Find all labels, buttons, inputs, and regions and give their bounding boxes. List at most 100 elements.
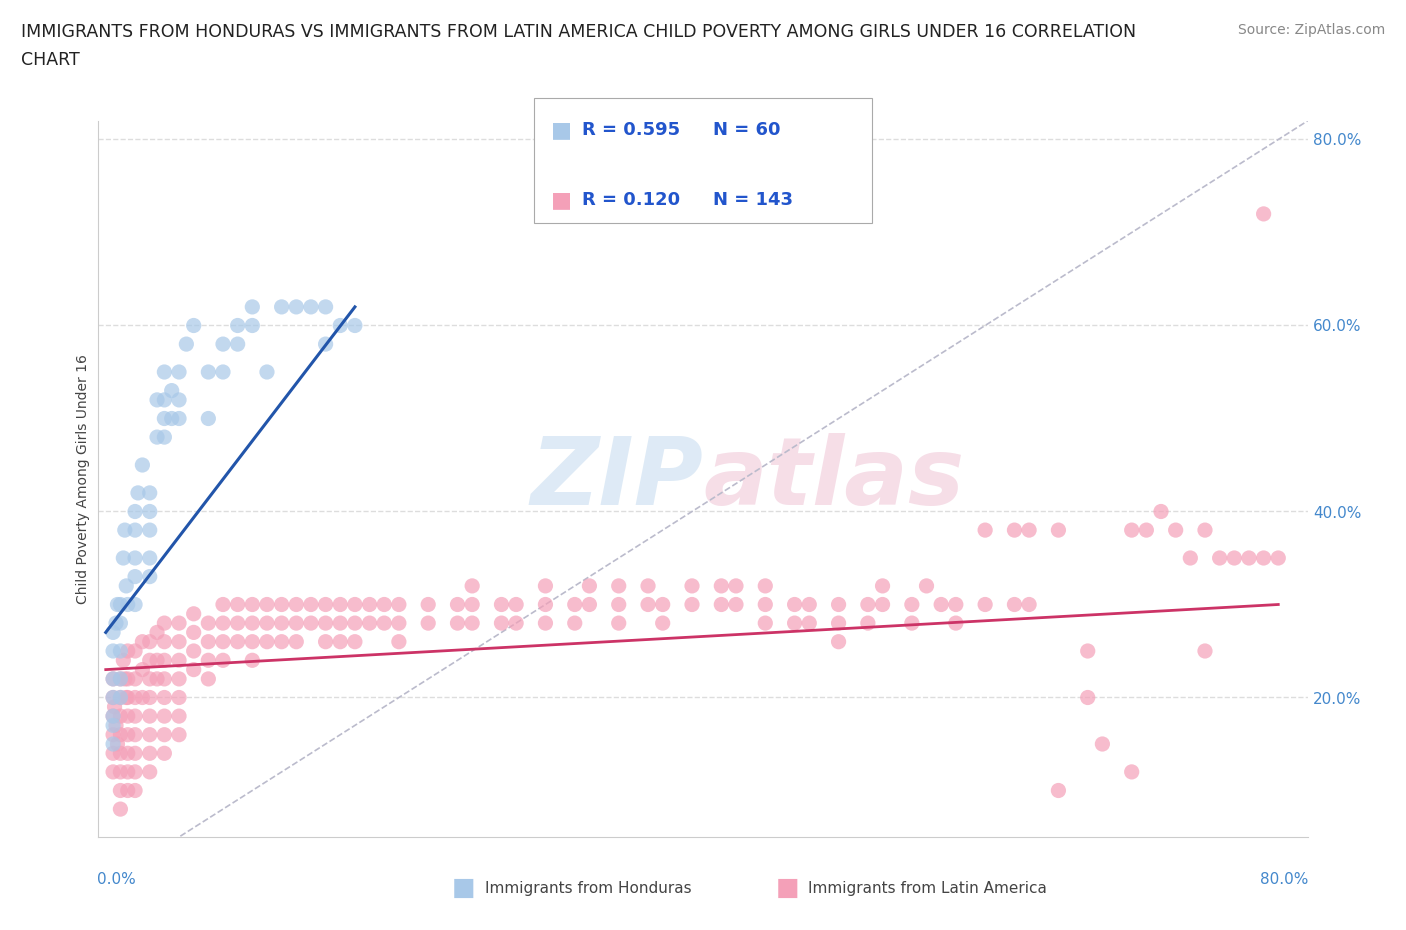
Point [1135,523,1157,538]
Point [212,653,235,668]
Point [114,523,136,538]
Point [115,690,138,705]
Point [418,597,440,612]
Point [461,616,484,631]
Point [101,718,124,733]
Point [491,597,513,612]
Point [197,365,219,379]
Point [607,616,630,631]
Point [1208,551,1230,565]
Point [110,616,132,631]
Point [138,504,160,519]
Point [1223,551,1246,565]
Point [1253,206,1275,221]
Point [461,597,484,612]
Point [124,764,146,779]
Point [240,616,263,631]
Point [1180,551,1202,565]
Point [101,727,124,742]
Point [270,634,292,649]
Point [637,597,659,612]
Point [153,634,176,649]
Point [315,299,337,314]
Point [1004,523,1026,538]
Point [359,597,381,612]
Point [299,299,322,314]
Point [114,671,136,686]
Point [107,737,129,751]
Point [105,616,128,631]
Point [901,597,924,612]
Point [856,597,879,612]
Point [754,616,776,631]
Point [651,597,673,612]
Point [315,597,337,612]
Point [681,578,703,593]
Point [681,597,703,612]
Text: IMMIGRANTS FROM HONDURAS VS IMMIGRANTS FROM LATIN AMERICA CHILD POVERTY AMONG GI: IMMIGRANTS FROM HONDURAS VS IMMIGRANTS F… [21,23,1136,41]
Point [607,597,630,612]
Point [197,411,219,426]
Point [197,616,219,631]
Point [183,625,205,640]
Point [153,671,176,686]
Point [101,737,124,751]
Point [167,671,190,686]
Point [124,597,146,612]
Point [901,616,924,631]
Text: Immigrants from Latin America: Immigrants from Latin America [808,881,1047,896]
Point [153,709,176,724]
Point [138,653,160,668]
Point [153,616,176,631]
Point [117,671,139,686]
Point [115,578,138,593]
Point [131,662,153,677]
Point [1077,690,1099,705]
Point [124,523,146,538]
Point [124,746,146,761]
Point [373,616,395,631]
Point [607,578,630,593]
Point [124,671,146,686]
Text: R = 0.120: R = 0.120 [582,191,681,209]
Point [226,616,249,631]
Point [505,597,527,612]
Point [146,671,169,686]
Point [343,616,366,631]
Point [124,690,146,705]
Point [112,551,135,565]
Text: 0.0%: 0.0% [97,871,136,886]
Text: Source: ZipAtlas.com: Source: ZipAtlas.com [1237,23,1385,37]
Point [117,746,139,761]
Point [183,606,205,621]
Point [1194,644,1216,658]
Point [212,337,235,352]
Point [110,690,132,705]
Text: ■: ■ [551,120,572,140]
Point [105,718,128,733]
Point [724,578,747,593]
Point [110,746,132,761]
Point [446,597,468,612]
Point [388,616,411,631]
Point [226,597,249,612]
Point [117,764,139,779]
Point [101,644,124,658]
Point [827,597,849,612]
Point [101,671,124,686]
Point [1047,523,1070,538]
Point [343,597,366,612]
Point [915,578,938,593]
Point [124,727,146,742]
Point [315,634,337,649]
Point [315,616,337,631]
Point [101,625,124,640]
Point [110,644,132,658]
Point [212,597,235,612]
Point [534,578,557,593]
Point [974,597,997,612]
Point [240,318,263,333]
Point [212,634,235,649]
Point [117,709,139,724]
Point [564,597,586,612]
